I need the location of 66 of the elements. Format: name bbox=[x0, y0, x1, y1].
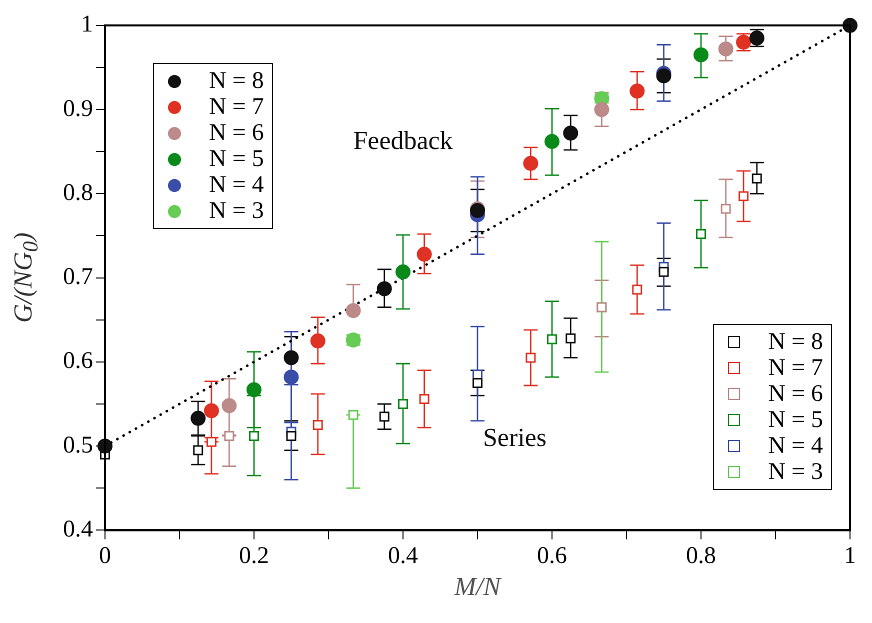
point bbox=[526, 352, 536, 363]
legend-label: N = 8 bbox=[768, 328, 823, 356]
point bbox=[544, 134, 560, 150]
legend-label: N = 6 bbox=[209, 120, 264, 147]
x-tick-label: 0.6 bbox=[537, 542, 567, 569]
y-tick-label: 0.8 bbox=[63, 180, 93, 206]
point bbox=[284, 350, 299, 366]
legend-label: N = 6 bbox=[768, 380, 823, 408]
point bbox=[286, 430, 296, 441]
point bbox=[752, 174, 762, 184]
point bbox=[346, 303, 361, 318]
y-tick-label: 0.5 bbox=[63, 432, 93, 458]
point bbox=[547, 334, 557, 344]
legend-label: N = 5 bbox=[768, 406, 823, 434]
x-tick-label: 0.4 bbox=[388, 542, 418, 569]
point bbox=[738, 191, 749, 202]
legend-label: N = 7 bbox=[209, 94, 264, 121]
point bbox=[566, 333, 576, 344]
legend-label: N = 8 bbox=[209, 68, 264, 95]
point bbox=[246, 382, 262, 398]
point bbox=[696, 229, 706, 240]
point bbox=[284, 370, 299, 385]
point bbox=[658, 266, 669, 277]
x-axis-title: M/N bbox=[453, 572, 503, 602]
y-tick-label: 0.4 bbox=[63, 516, 93, 542]
point bbox=[310, 333, 326, 348]
point bbox=[398, 399, 408, 409]
legend-label: N = 4 bbox=[209, 172, 264, 199]
legend-label: N = 3 bbox=[209, 198, 264, 225]
y-tick-label: 0.6 bbox=[63, 348, 93, 374]
point bbox=[594, 102, 610, 118]
legend-label: N = 4 bbox=[768, 432, 823, 460]
point bbox=[249, 430, 259, 441]
legend-label: N = 7 bbox=[768, 354, 823, 382]
point bbox=[204, 403, 219, 418]
x-tick-label: 0.2 bbox=[239, 542, 269, 569]
point bbox=[396, 264, 410, 280]
point bbox=[720, 204, 731, 214]
point bbox=[224, 430, 234, 441]
point bbox=[206, 436, 216, 447]
point bbox=[523, 156, 538, 171]
point bbox=[376, 281, 392, 296]
point bbox=[718, 41, 734, 56]
point bbox=[694, 47, 708, 62]
point bbox=[630, 84, 645, 99]
annotation: Series bbox=[482, 423, 548, 454]
point bbox=[222, 398, 237, 414]
x-tick-label: 1 bbox=[844, 542, 856, 569]
y-tick-label: 1 bbox=[81, 12, 93, 38]
point bbox=[416, 246, 432, 262]
y-tick-label: 0.9 bbox=[63, 96, 93, 122]
point bbox=[348, 410, 358, 420]
x-tick-label: 0.8 bbox=[686, 542, 716, 569]
point bbox=[632, 284, 642, 295]
point bbox=[419, 394, 430, 404]
y-tick-label: 0.7 bbox=[63, 264, 93, 290]
point bbox=[472, 378, 482, 388]
legend-label: N = 3 bbox=[768, 458, 823, 486]
x-tick-label: 0 bbox=[99, 542, 111, 569]
point bbox=[563, 126, 578, 141]
point bbox=[312, 420, 323, 430]
point bbox=[379, 412, 390, 422]
annotation: Feedback bbox=[352, 126, 454, 156]
legend-label: N = 5 bbox=[209, 146, 264, 173]
point bbox=[190, 410, 206, 426]
point bbox=[193, 445, 204, 456]
